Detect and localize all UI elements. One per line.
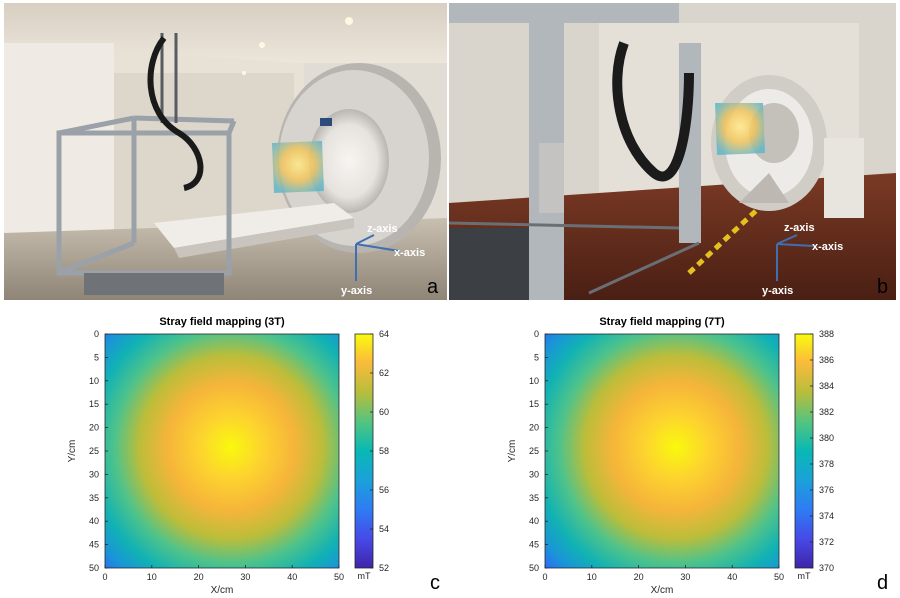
y-axis-label: Y/cm <box>67 440 78 463</box>
x-tick-label: 10 <box>147 572 157 582</box>
panel-letter-b: b <box>877 276 889 298</box>
colorbar-tick-label: 56 <box>379 485 389 495</box>
x-tick-label: 40 <box>727 572 737 582</box>
y-tick-label: 10 <box>529 376 539 386</box>
y-tick-label: 20 <box>529 423 539 433</box>
y-tick-label: 40 <box>529 516 539 526</box>
colorbar-tick-label: 374 <box>819 511 834 521</box>
y-tick-label: 45 <box>89 540 99 550</box>
x-tick-label: 30 <box>680 572 690 582</box>
x-axis-label-a: x-axis <box>394 247 425 259</box>
colorbar-tick-label: 62 <box>379 368 389 378</box>
panel-letter-c: c <box>430 572 440 594</box>
x-tick-label: 20 <box>194 572 204 582</box>
y-tick-label: 30 <box>529 469 539 479</box>
colorbar-unit: mT <box>358 571 371 581</box>
y-tick-label: 0 <box>534 329 539 339</box>
y-axis-label-b: y-axis <box>762 285 793 297</box>
y-tick-label: 10 <box>89 376 99 386</box>
z-axis-label-b: z-axis <box>784 222 815 234</box>
y-tick-label: 15 <box>529 399 539 409</box>
colorbar-tick-label: 380 <box>819 433 834 443</box>
y-axis-label-a: y-axis <box>341 285 372 297</box>
y-tick-label: 30 <box>89 469 99 479</box>
panel-letter-d: d <box>877 572 889 594</box>
colorbar <box>794 333 814 569</box>
colorbar-tick-label: 382 <box>819 407 834 417</box>
y-tick-label: 25 <box>89 446 99 456</box>
x-tick-label: 0 <box>542 572 547 582</box>
colorbar-tick-label: 370 <box>819 563 834 573</box>
colorbar-unit: mT <box>798 571 811 581</box>
heatmap-3t: Stray field mapping (3T) 0 10 20 30 40 50 X/cm 0… <box>67 316 389 596</box>
y-tick-label: 35 <box>529 493 539 503</box>
y-tick-label: 5 <box>94 352 99 362</box>
colorbar-tick-label: 388 <box>819 329 834 339</box>
x-axis-label-b: x-axis <box>812 241 843 253</box>
colorbar-tick-label: 376 <box>819 485 834 495</box>
x-tick-label: 50 <box>774 572 784 582</box>
chart-title: Stray field mapping (7T) <box>599 316 725 328</box>
y-tick-label: 0 <box>94 329 99 339</box>
y-tick-label: 5 <box>534 352 539 362</box>
heatmap-7t: Stray field mapping (7T) 0 10 20 30 40 50 X/cm 0… <box>507 316 834 596</box>
colorbar-tick-label: 372 <box>819 537 834 547</box>
x-tick-label: 50 <box>334 572 344 582</box>
y-tick-label: 50 <box>89 563 99 573</box>
y-tick-label: 50 <box>529 563 539 573</box>
x-tick-label: 30 <box>240 572 250 582</box>
y-tick-label: 45 <box>529 540 539 550</box>
heatmap-field <box>545 334 779 568</box>
colorbar-tick-label: 58 <box>379 446 389 456</box>
x-tick-label: 20 <box>634 572 644 582</box>
x-axis-label: X/cm <box>211 585 234 596</box>
y-tick-label: 25 <box>529 446 539 456</box>
y-axis-label: Y/cm <box>507 440 518 463</box>
x-axis-label: X/cm <box>651 585 674 596</box>
panel-letter-a: a <box>427 276 439 298</box>
colorbar-tick-label: 386 <box>819 355 834 365</box>
heatmap-field <box>105 334 339 568</box>
photo-panel-a: z-axis x-axis y-axis <box>4 3 447 300</box>
y-tick-label: 20 <box>89 423 99 433</box>
x-tick-label: 0 <box>102 572 107 582</box>
colorbar-tick-label: 54 <box>379 524 389 534</box>
colorbar-tick-label: 378 <box>819 459 834 469</box>
colorbar-tick-label: 384 <box>819 381 834 391</box>
x-tick-label: 10 <box>587 572 597 582</box>
x-tick-label: 40 <box>287 572 297 582</box>
colorbar-tick-label: 64 <box>379 329 389 339</box>
photo-panel-b: z-axis x-axis y-axis <box>449 3 896 300</box>
y-tick-label: 40 <box>89 516 99 526</box>
z-axis-label-a: z-axis <box>367 223 398 235</box>
colorbar-tick-label: 60 <box>379 407 389 417</box>
chart-title: Stray field mapping (3T) <box>159 316 285 328</box>
colorbar-tick-label: 52 <box>379 563 389 573</box>
y-tick-label: 15 <box>89 399 99 409</box>
y-tick-label: 35 <box>89 493 99 503</box>
